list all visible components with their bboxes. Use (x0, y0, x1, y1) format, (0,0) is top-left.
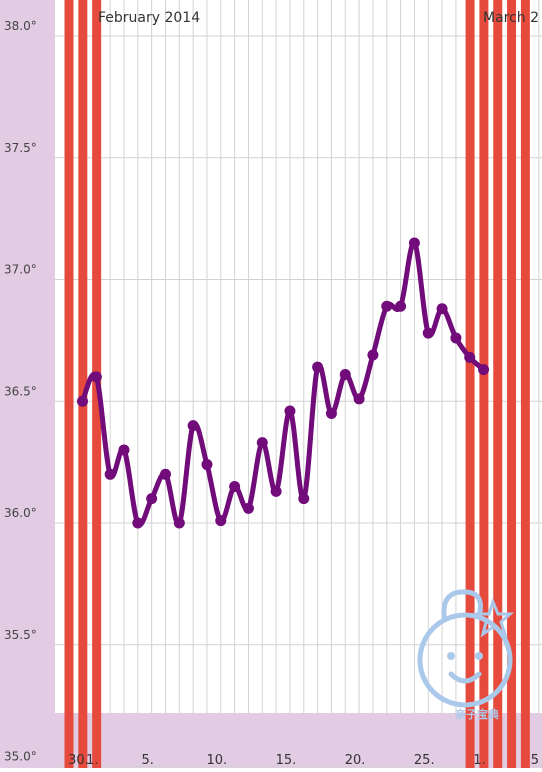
x-tick-label: 30. (68, 753, 89, 768)
data-point-6 (159, 468, 171, 480)
highlight-day-bar (520, 0, 530, 768)
data-point-18 (325, 407, 337, 419)
x-tick-label: 10. (206, 753, 227, 768)
highlight-day-bar (78, 0, 88, 768)
data-point-10 (215, 515, 227, 527)
highlight-day-bar (493, 0, 503, 768)
month-label: March 2 (483, 10, 539, 26)
y-axis-panel (0, 0, 55, 768)
data-point-26 (436, 303, 448, 315)
data-point-1 (90, 371, 102, 383)
data-point-3 (118, 444, 130, 456)
y-tick-label: 35.0° (4, 750, 37, 764)
data-point-28 (464, 351, 476, 363)
y-tick-label: 35.5° (4, 628, 37, 642)
data-point-25 (422, 327, 434, 339)
data-point-8 (187, 420, 199, 432)
x-tick-label: 1. (473, 753, 485, 768)
y-tick-label: 38.0° (4, 19, 37, 33)
data-point-2 (104, 468, 116, 480)
x-tick-label: 1. (86, 753, 98, 768)
data-point-14 (270, 485, 282, 497)
watermark-text: 亲子宝典 (455, 707, 499, 721)
data-point-19 (339, 368, 351, 380)
watermark: 亲子宝典 (417, 589, 514, 721)
highlight-day-bar (479, 0, 489, 768)
data-point-29 (478, 364, 490, 376)
data-point-13 (256, 437, 268, 449)
y-tick-label: 37.0° (4, 263, 37, 277)
data-point-12 (242, 502, 254, 514)
data-point-22 (381, 300, 393, 312)
x-tick-label: 15. (276, 753, 297, 768)
month-label: February 2014 (98, 10, 200, 26)
data-point-23 (395, 300, 407, 312)
y-tick-label: 36.5° (4, 384, 37, 398)
data-point-4 (132, 517, 144, 529)
data-point-15 (284, 405, 296, 417)
data-point-16 (298, 493, 310, 505)
x-tick-label: 5 (531, 753, 539, 768)
data-point-21 (367, 349, 379, 361)
y-tick-label: 36.0° (4, 506, 37, 520)
x-axis-band (55, 713, 542, 768)
data-point-20 (353, 393, 365, 405)
data-point-7 (173, 517, 185, 529)
data-point-9 (201, 459, 213, 471)
y-tick-label: 37.5° (4, 141, 37, 155)
highlight-day-bar (507, 0, 517, 768)
highlight-day-bar (64, 0, 74, 768)
x-tick-label: 20. (345, 753, 366, 768)
highlight-day-bar (465, 0, 475, 768)
data-point-11 (229, 480, 241, 492)
data-point-24 (408, 237, 420, 249)
data-point-5 (146, 493, 158, 505)
x-tick-label: 5. (141, 753, 153, 768)
data-point-27 (450, 332, 462, 344)
baby-face-logo-icon (417, 589, 514, 708)
data-point-0 (77, 395, 88, 407)
x-tick-label: 25. (414, 753, 435, 768)
data-point-17 (312, 361, 324, 373)
